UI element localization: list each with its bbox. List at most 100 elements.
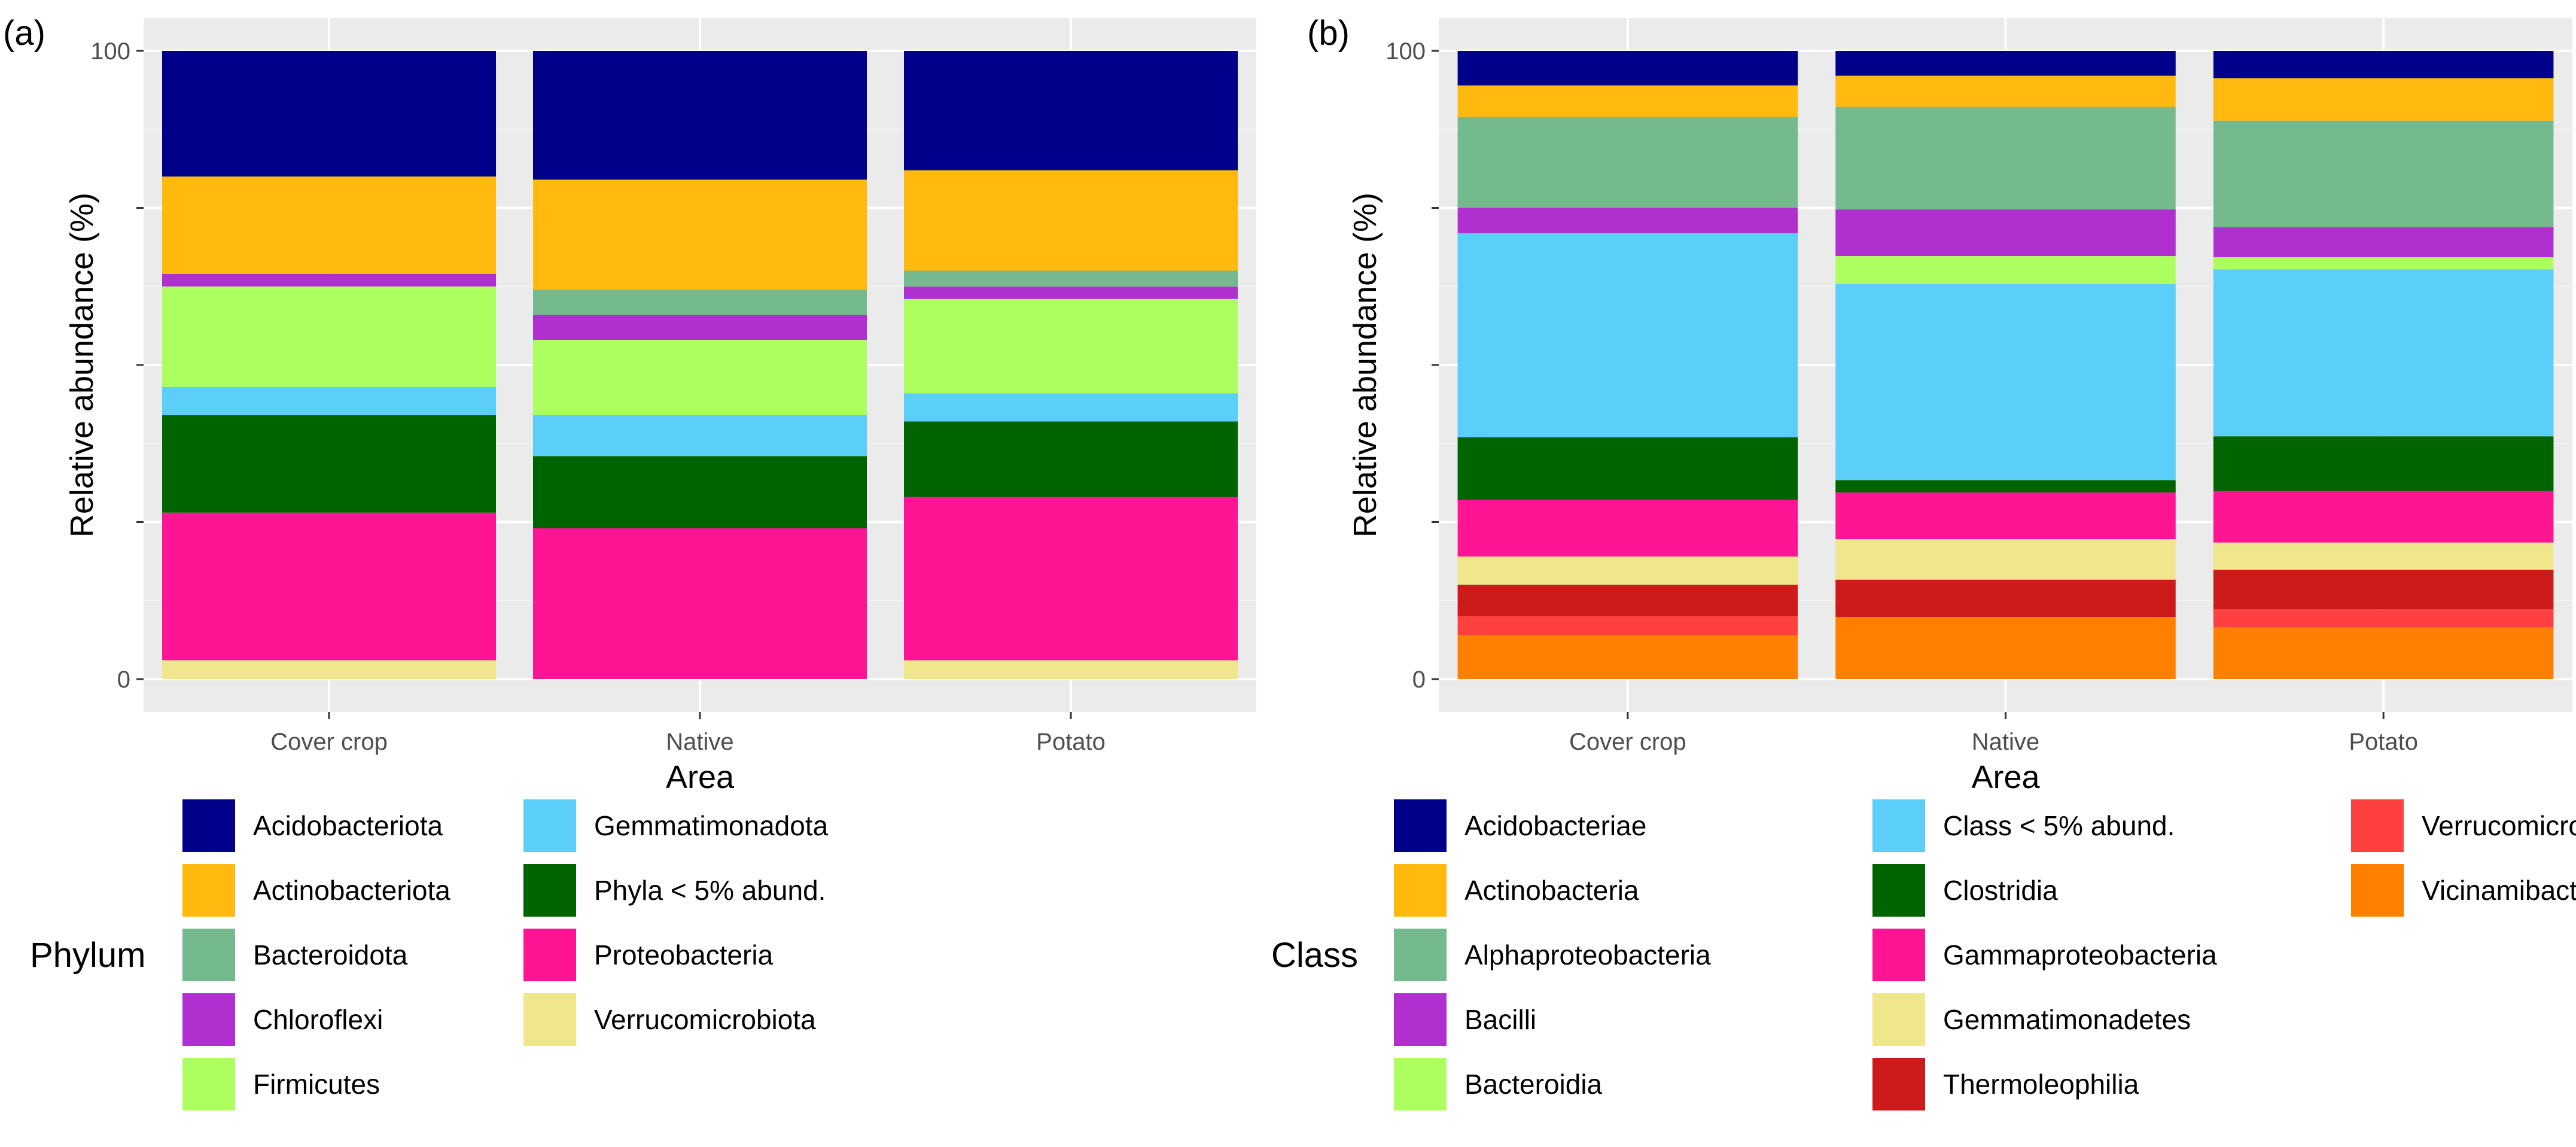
bar-segment-firmicutes-native — [533, 340, 867, 415]
x-tick-label: Native — [666, 729, 733, 755]
bar-segment-bacteroidia-potato — [2213, 257, 2554, 270]
y-tick-label: 0 — [1412, 667, 1426, 693]
legend-swatch — [523, 929, 576, 981]
y-tick-label: 0 — [117, 667, 130, 693]
legend-swatch — [1872, 799, 1925, 852]
legend-label: Thermoleophilia — [1943, 1069, 2139, 1100]
bar-segment-acidobacteriae-potato — [2213, 51, 2554, 78]
bar-segment-gammaproteobacteria-native — [1835, 492, 2176, 540]
legend-swatch — [182, 864, 235, 917]
bar-segment-actinobacteria-native — [1835, 75, 2176, 107]
bar-segment-class-5-abund--potato — [2213, 269, 2554, 437]
legend-swatch — [2351, 864, 2404, 917]
bar-segment-actinobacteriota-potato — [904, 170, 1238, 271]
bar-segment-vicinamibacteria-cover-crop — [1457, 635, 1798, 679]
bar-segment-class-5-abund--native — [1835, 284, 2176, 480]
x-tick-label: Cover crop — [270, 729, 388, 755]
bar-segment-thermoleophilia-cover-crop — [1457, 585, 1798, 616]
bar-segment-proteobacteria-cover-crop — [162, 512, 496, 661]
bar-segment-bacilli-cover-crop — [1457, 208, 1798, 233]
bar-segment-bacilli-native — [1835, 209, 2176, 257]
bar-segment-bacilli-potato — [2213, 227, 2554, 257]
legend-label: Gammaproteobacteria — [1943, 939, 2217, 970]
legend-swatch — [1394, 799, 1447, 852]
legend-swatch — [1394, 993, 1447, 1046]
legend-label: Bacilli — [1464, 1004, 1536, 1035]
x-tick-label: Native — [1972, 729, 2039, 755]
bar-segment-gemmatimonadota-cover-crop — [162, 387, 496, 415]
bar-segment-verrucomicrobiota-potato — [904, 660, 1238, 679]
legend-label: Verrucomicrobiae — [2422, 810, 2576, 841]
y-tick-label: 100 — [1386, 38, 1426, 65]
bar-segment-alphaproteobacteria-potato — [2213, 120, 2554, 227]
legend-label: Chloroflexi — [253, 1004, 383, 1035]
bar-segment-gemmatimonadetes-potato — [2213, 542, 2554, 570]
bar-segment-acidobacteriae-cover-crop — [1457, 51, 1798, 86]
legend-label: Acidobacteriae — [1464, 810, 1646, 841]
bar-segment-verrucomicrobiae-cover-crop — [1457, 616, 1798, 635]
legend-swatch — [1872, 929, 1925, 981]
legend-swatch — [182, 993, 235, 1046]
bar-segment-gammaproteobacteria-cover-crop — [1457, 500, 1798, 557]
bar-segment-alphaproteobacteria-cover-crop — [1457, 117, 1798, 208]
bar-segment-actinobacteria-cover-crop — [1457, 85, 1798, 117]
legend-label: Alphaproteobacteria — [1464, 939, 1711, 970]
bar-segment-clostridia-cover-crop — [1457, 437, 1798, 500]
bar-segment-acidobacteriota-cover-crop — [162, 51, 496, 177]
bar-segment-phyla-5-abund--native — [533, 456, 867, 528]
bar-segment-thermoleophilia-potato — [2213, 570, 2554, 610]
legend-class: Class Acidobacteriae Actinobacteria Alphapr… — [1271, 799, 2576, 1111]
chart-panel-a: 0 100 Cover crop Native Potato Area Relative a… — [3, 14, 1256, 1111]
bar-segment-actinobacteria-potato — [2213, 78, 2554, 121]
bar-segment-actinobacteriota-native — [533, 179, 867, 290]
bar-segment-firmicutes-potato — [904, 299, 1238, 394]
legend-swatch — [182, 1058, 235, 1111]
x-axis-title: Area — [1971, 759, 2040, 795]
bar-segment-verrucomicrobiota-cover-crop — [162, 660, 496, 679]
x-axis-title: Area — [666, 759, 735, 795]
bar-segment-phyla-5-abund--potato — [904, 421, 1238, 497]
legend-swatch — [182, 929, 235, 981]
bar-segment-chloroflexi-cover-crop — [162, 273, 496, 287]
legend-label: Vicinamibacteria — [2422, 875, 2576, 906]
legend-title: Class — [1271, 936, 1358, 975]
bar-segment-gemmatimonadetes-native — [1835, 539, 2176, 580]
legend-swatch — [1872, 864, 1925, 917]
bar-segment-acidobacteriota-potato — [904, 51, 1238, 171]
legend-label: Class < 5% abund. — [1943, 810, 2175, 841]
bar-segment-bacteroidota-potato — [904, 270, 1238, 287]
y-axis-title: Relative abundance (%) — [1347, 193, 1383, 537]
bar-segment-chloroflexi-potato — [904, 286, 1238, 299]
legend-label: Clostridia — [1943, 875, 2058, 906]
bar-segment-clostridia-native — [1835, 480, 2176, 493]
legend-swatch — [1394, 929, 1447, 981]
bar-segment-thermoleophilia-native — [1835, 579, 2176, 617]
legend-phylum: Phylum Acidobacteriota Actinobacteriota Bac… — [30, 799, 829, 1111]
legend-label: Bacteroidota — [253, 939, 408, 970]
bar-segment-gammaproteobacteria-potato — [2213, 491, 2554, 543]
bar-segment-vicinamibacteria-native — [1835, 617, 2176, 679]
bar-segment-proteobacteria-potato — [904, 497, 1238, 661]
bar-segment-bacteroidia-native — [1835, 256, 2176, 284]
bar-segment-alphaproteobacteria-native — [1835, 107, 2176, 210]
x-tick-label: Potato — [1036, 729, 1106, 755]
legend-label: Gemmatimonadota — [594, 810, 829, 841]
bar-segment-clostridia-potato — [2213, 436, 2554, 491]
bar-segment-vicinamibacteria-potato — [2213, 627, 2554, 679]
legend-swatch — [1394, 1058, 1447, 1111]
bar-segment-gemmatimonadetes-cover-crop — [1457, 556, 1798, 585]
legend-label: Actinobacteria — [1464, 875, 1639, 906]
legend-label: Actinobacteriota — [253, 875, 450, 906]
legend-swatch — [1872, 993, 1925, 1046]
bar-segment-phyla-5-abund--cover-crop — [162, 415, 496, 513]
x-tick-label: Cover crop — [1569, 729, 1686, 755]
bar-segment-acidobacteriota-native — [533, 51, 867, 180]
legend-label: Phyla < 5% abund. — [594, 875, 826, 906]
legend-label: Acidobacteriota — [253, 810, 443, 841]
bar-segment-proteobacteria-native — [533, 528, 867, 679]
legend-swatch — [1394, 864, 1447, 917]
legend-label: Proteobacteria — [594, 939, 774, 970]
bar-segment-verrucomicrobiae-potato — [2213, 609, 2554, 628]
panel-label: (b) — [1307, 14, 1350, 53]
chart-panel-b: 0 100 Cover crop Native Potato Area Relative a… — [1271, 14, 2576, 1111]
